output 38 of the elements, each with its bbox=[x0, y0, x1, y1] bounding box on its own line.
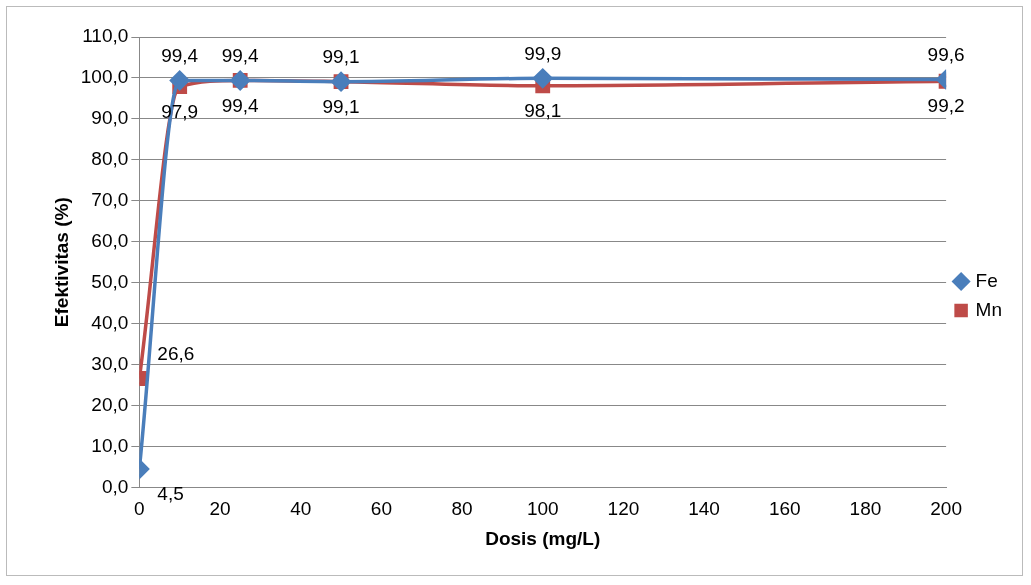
legend-label: Mn bbox=[975, 298, 1003, 320]
x-tick-label: 120 bbox=[607, 498, 640, 520]
y-tick-label: 70,0 bbox=[91, 189, 129, 211]
x-tick-label: 160 bbox=[768, 498, 801, 520]
x-tick-label: 180 bbox=[849, 498, 882, 520]
data-label: 4,5 bbox=[157, 483, 184, 505]
y-tick-label: 40,0 bbox=[91, 311, 129, 333]
y-tick-label: 100,0 bbox=[80, 66, 129, 88]
x-tick-label: 0 bbox=[134, 498, 145, 520]
data-label: 99,1 bbox=[322, 95, 360, 117]
y-tick-label: 10,0 bbox=[91, 434, 129, 456]
data-label: 99,1 bbox=[322, 45, 360, 67]
x-tick-label: 100 bbox=[526, 498, 559, 520]
y-tick-label: 30,0 bbox=[91, 352, 129, 374]
y-tick-label: 50,0 bbox=[91, 270, 129, 292]
y-axis-title: Efektivitas (%) bbox=[50, 197, 72, 328]
data-label: 99,9 bbox=[524, 42, 562, 64]
x-tick-label: 200 bbox=[930, 498, 962, 520]
data-label: 99,4 bbox=[161, 44, 199, 66]
y-tick-label: 80,0 bbox=[91, 148, 129, 170]
data-label: 99,2 bbox=[927, 95, 965, 117]
legend-label: Fe bbox=[975, 269, 998, 291]
y-tick-label: 110,0 bbox=[82, 25, 129, 47]
data-label: 99,4 bbox=[221, 44, 260, 66]
y-tick-label: 90,0 bbox=[91, 107, 129, 129]
y-tick-label: 60,0 bbox=[91, 229, 129, 251]
data-label: 98,1 bbox=[524, 99, 562, 121]
x-tick-label: 60 bbox=[370, 498, 392, 520]
y-tick-label: 0,0 bbox=[101, 475, 129, 497]
x-tick-label: 20 bbox=[209, 498, 231, 520]
x-tick-label: 80 bbox=[451, 498, 473, 520]
data-label: 99,6 bbox=[927, 43, 965, 65]
x-tick-label: 140 bbox=[688, 498, 720, 520]
data-label: 26,6 bbox=[157, 342, 195, 364]
y-tick-label: 20,0 bbox=[91, 393, 129, 415]
data-label: 99,4 bbox=[221, 94, 260, 116]
x-axis-title: Dosis (mg/L) bbox=[485, 527, 601, 549]
x-tick-label: 40 bbox=[290, 498, 312, 520]
